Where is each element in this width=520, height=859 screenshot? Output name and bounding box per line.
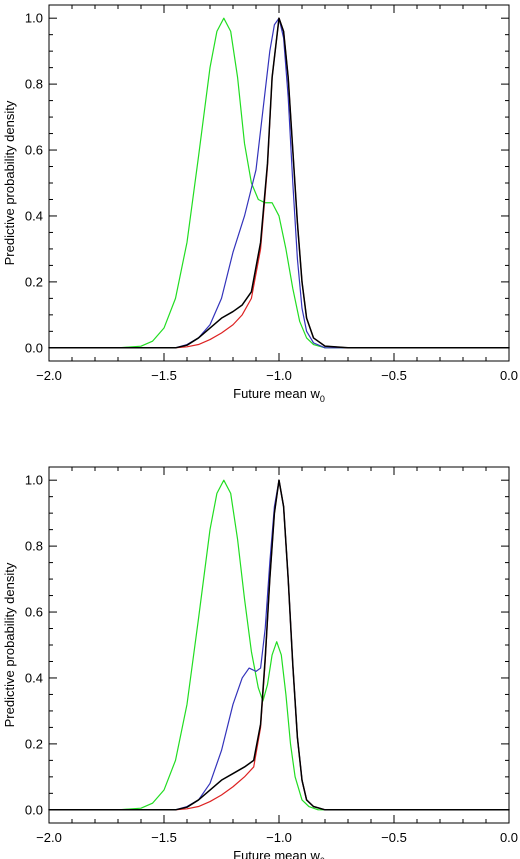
plot-frame bbox=[48, 4, 510, 362]
x-tick-label: −1.5 bbox=[151, 368, 177, 383]
series-line-4 bbox=[48, 479, 510, 811]
chart-panel-1: −2.0 −1.5 −1.0 −0.5 0.0 0.0 0.2 0.4 0.6 0.8 1.0 Fut… bbox=[2, 4, 518, 404]
series-line-3 bbox=[48, 479, 510, 811]
x-tick-label: 0.0 bbox=[500, 368, 518, 383]
y-tick-label: 0.8 bbox=[25, 539, 43, 554]
y-tick-label: 0.0 bbox=[25, 340, 43, 355]
y-tick-label: 1.0 bbox=[25, 473, 43, 488]
plot-frame bbox=[48, 466, 510, 824]
series-line-4 bbox=[48, 17, 510, 349]
series-line-1 bbox=[48, 17, 510, 349]
x-tick-label: −0.5 bbox=[381, 368, 407, 383]
x-tick-label: −0.5 bbox=[381, 830, 407, 845]
y-tick-label: 0.0 bbox=[25, 802, 43, 817]
series-line-3 bbox=[48, 17, 510, 349]
y-axis-label: Predictive probability density bbox=[2, 100, 17, 265]
chart-panel-2: −2.0 −1.5 −1.0 −0.5 0.0 0.0 0.2 0.4 0.6 0.8 1.0 Fut… bbox=[2, 466, 518, 859]
x-tick-label: −1.0 bbox=[266, 368, 292, 383]
x-tick-label: −2.0 bbox=[36, 830, 62, 845]
x-tick-label: 0.0 bbox=[500, 830, 518, 845]
y-axis-label: Predictive probability density bbox=[2, 562, 17, 727]
series-line-2 bbox=[48, 479, 510, 811]
y-tick-label: 0.8 bbox=[25, 77, 43, 92]
x-tick-label: −1.0 bbox=[266, 830, 292, 845]
x-axis-label: Future mean w0 bbox=[233, 848, 325, 859]
x-tick-label: −2.0 bbox=[36, 368, 62, 383]
y-tick-label: 0.4 bbox=[25, 208, 43, 223]
y-tick-label: 1.0 bbox=[25, 11, 43, 26]
y-tick-label: 0.2 bbox=[25, 274, 43, 289]
y-tick-label: 0.6 bbox=[25, 143, 43, 158]
y-tick-label: 0.6 bbox=[25, 605, 43, 620]
x-axis-label: Future mean w0 bbox=[233, 386, 325, 404]
x-tick-label: −1.5 bbox=[151, 830, 177, 845]
y-tick-label: 0.4 bbox=[25, 670, 43, 685]
series-line-2 bbox=[48, 17, 510, 349]
series-line-1 bbox=[48, 479, 510, 811]
y-tick-label: 0.2 bbox=[25, 736, 43, 751]
